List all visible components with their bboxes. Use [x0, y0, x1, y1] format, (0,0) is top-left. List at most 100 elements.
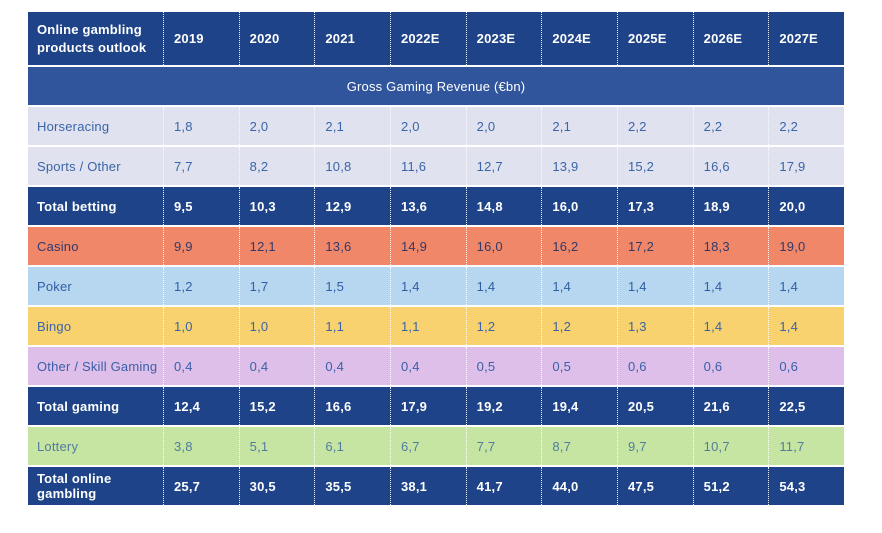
cell-value: 20,0: [768, 187, 844, 225]
cell-value: 10,7: [692, 427, 769, 465]
cell-value: 2,1: [541, 107, 617, 145]
cell-value: 19,2: [465, 387, 542, 425]
cell-value: 13,6: [314, 227, 390, 265]
cell-value: 5,1: [238, 427, 315, 465]
row-label: Total online gambling: [37, 471, 112, 501]
table-row: Lottery 3,8 5,1 6,1 6,7 7,7 8,7 9,7 10,7…: [28, 427, 844, 467]
banner-title: Gross Gaming Revenue (€bn): [346, 78, 526, 94]
cell-value: 7,7: [163, 147, 239, 185]
table-row: Casino 9,9 12,1 13,6 14,9 16,0 16,2 17,2…: [28, 227, 844, 267]
cell-value: 1,1: [389, 307, 466, 345]
cell-value: 2,0: [389, 107, 466, 145]
cell-value: 10,3: [238, 187, 315, 225]
row-label: Bingo: [37, 318, 72, 334]
cell-value: 1,7: [238, 267, 315, 305]
cell-value: 1,1: [314, 307, 390, 345]
row-label: Lottery: [37, 438, 79, 454]
cell-value: 2,2: [768, 107, 844, 145]
cell-value: 18,9: [692, 187, 769, 225]
table-row: Poker 1,2 1,7 1,5 1,4 1,4 1,4 1,4 1,4 1,…: [28, 267, 844, 307]
cell-value: 1,4: [465, 267, 542, 305]
table-row: Total betting 9,5 10,3 12,9 13,6 14,8 16…: [28, 187, 844, 227]
row-label: Total betting: [37, 198, 117, 214]
cell-value: 41,7: [465, 467, 542, 505]
cell-value: 0,4: [389, 347, 466, 385]
column-header-year: 2019: [163, 12, 239, 65]
cell-value: 1,2: [163, 267, 239, 305]
cell-value: 9,5: [163, 187, 239, 225]
table-row: Total online gambling 25,7 30,5 35,5 38,…: [28, 467, 844, 507]
cell-value: 12,1: [238, 227, 315, 265]
cell-value: 20,5: [616, 387, 693, 425]
cell-value: 0,6: [692, 347, 769, 385]
cell-value: 2,2: [692, 107, 769, 145]
cell-value: 2,1: [314, 107, 390, 145]
cell-value: 0,4: [163, 347, 239, 385]
cell-value: 12,9: [314, 187, 390, 225]
cell-value: 11,7: [768, 427, 844, 465]
table-title: Online gambling products outlook: [37, 21, 147, 55]
cell-value: 1,8: [163, 107, 239, 145]
cell-value: 18,3: [692, 227, 769, 265]
column-header-year: 2022E: [389, 12, 466, 65]
cell-value: 13,6: [389, 187, 466, 225]
cell-value: 25,7: [163, 467, 239, 505]
cell-value: 0,5: [465, 347, 542, 385]
cell-value: 0,6: [768, 347, 844, 385]
cell-value: 1,4: [768, 307, 844, 345]
cell-value: 12,7: [465, 147, 542, 185]
cell-value: 11,6: [389, 147, 466, 185]
cell-value: 14,9: [389, 227, 466, 265]
cell-value: 30,5: [238, 467, 315, 505]
cell-value: 19,0: [768, 227, 844, 265]
cell-value: 1,5: [314, 267, 390, 305]
row-label: Other / Skill Gaming: [37, 358, 158, 374]
table-row: Total gaming 12,4 15,2 16,6 17,9 19,2 19…: [28, 387, 844, 427]
cell-value: 1,4: [616, 267, 693, 305]
cell-value: 2,0: [238, 107, 315, 145]
cell-value: 1,4: [692, 307, 769, 345]
cell-value: 38,1: [389, 467, 466, 505]
cell-value: 13,9: [541, 147, 617, 185]
row-label: Horseracing: [37, 118, 110, 134]
cell-value: 1,3: [616, 307, 693, 345]
cell-value: 1,2: [541, 307, 617, 345]
column-header-year: 2026E: [692, 12, 769, 65]
column-header-year: 2023E: [465, 12, 542, 65]
cell-value: 1,4: [389, 267, 466, 305]
cell-value: 15,2: [238, 387, 315, 425]
cell-value: 1,0: [238, 307, 315, 345]
cell-value: 8,7: [541, 427, 617, 465]
column-header-year: 2021: [314, 12, 390, 65]
gross-gaming-revenue-banner: Gross Gaming Revenue (€bn): [28, 67, 844, 107]
cell-value: 51,2: [692, 467, 769, 505]
cell-value: 54,3: [768, 467, 844, 505]
cell-value: 15,2: [616, 147, 693, 185]
cell-value: 1,0: [163, 307, 239, 345]
cell-value: 19,4: [541, 387, 617, 425]
cell-value: 0,4: [238, 347, 315, 385]
cell-value: 2,2: [616, 107, 693, 145]
cell-value: 2,0: [465, 107, 542, 145]
cell-value: 6,7: [389, 427, 466, 465]
row-label: Casino: [37, 238, 79, 254]
table-row: Horseracing 1,8 2,0 2,1 2,0 2,0 2,1 2,2 …: [28, 107, 844, 147]
cell-value: 7,7: [465, 427, 542, 465]
row-label: Sports / Other: [37, 158, 121, 174]
cell-value: 16,6: [692, 147, 769, 185]
column-header-year: 2020: [238, 12, 315, 65]
cell-value: 0,5: [541, 347, 617, 385]
cell-value: 16,0: [465, 227, 542, 265]
column-header-year: 2025E: [616, 12, 693, 65]
cell-value: 1,4: [541, 267, 617, 305]
cell-value: 1,4: [692, 267, 769, 305]
cell-value: 21,6: [692, 387, 769, 425]
row-label: Poker: [37, 278, 72, 294]
cell-value: 47,5: [616, 467, 693, 505]
cell-value: 17,9: [768, 147, 844, 185]
column-header-year: 2027E: [768, 12, 844, 65]
cell-value: 1,4: [768, 267, 844, 305]
cell-value: 17,9: [389, 387, 466, 425]
cell-value: 44,0: [541, 467, 617, 505]
cell-value: 14,8: [465, 187, 542, 225]
